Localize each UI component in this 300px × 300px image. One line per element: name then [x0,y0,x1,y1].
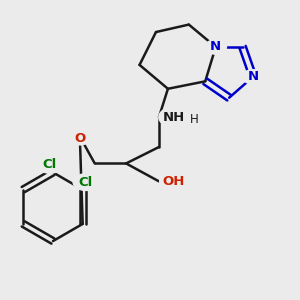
Ellipse shape [38,157,62,173]
Text: N: N [210,40,221,53]
Text: NH: NH [163,111,185,124]
Ellipse shape [160,172,187,190]
Ellipse shape [71,133,89,145]
Text: Cl: Cl [79,176,93,189]
Ellipse shape [205,40,226,54]
Ellipse shape [73,174,98,190]
Text: Cl: Cl [43,158,57,171]
Ellipse shape [159,107,189,127]
Ellipse shape [242,70,264,84]
Text: O: O [75,133,86,146]
Text: OH: OH [162,175,184,188]
Text: N: N [248,70,259,83]
Text: H: H [190,113,199,126]
